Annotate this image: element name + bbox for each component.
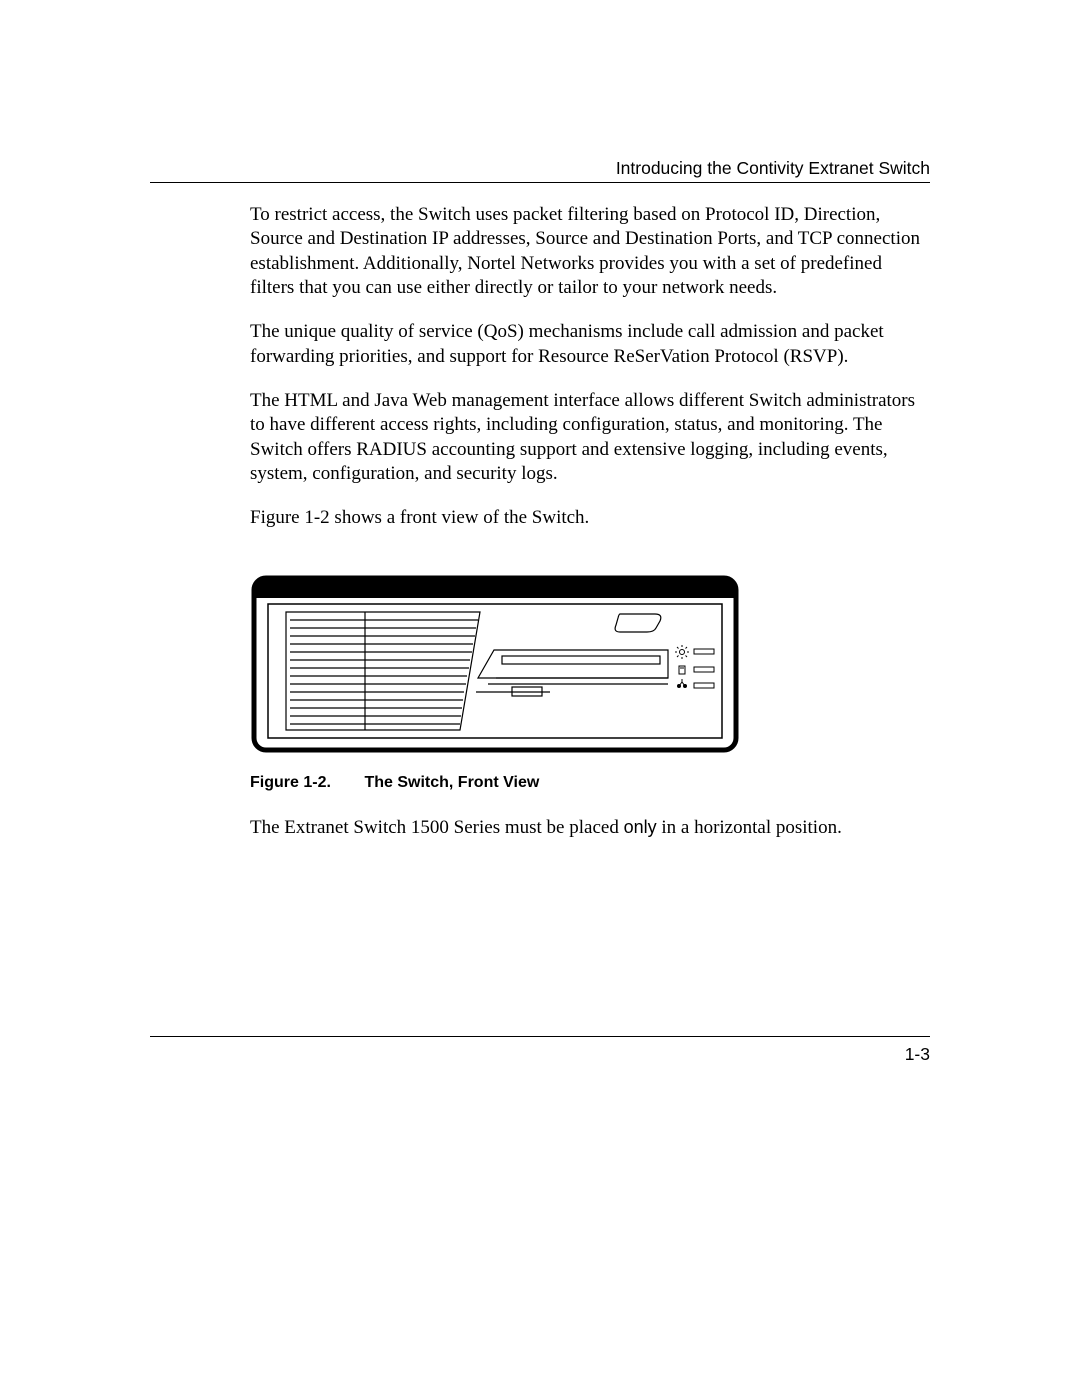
figure-1-2: Figure 1-2. The Switch, Front View	[250, 574, 930, 792]
paragraph-4: Figure 1-2 shows a front view of the Swi…	[250, 506, 930, 530]
figure-caption: Figure 1-2. The Switch, Front View	[250, 774, 930, 792]
header-rule	[150, 182, 930, 183]
p5-only: only	[624, 817, 657, 837]
paragraph-1: To restrict access, the Switch uses pack…	[250, 203, 930, 300]
paragraph-3: The HTML and Java Web management interfa…	[250, 389, 930, 486]
page-number: 1-3	[905, 1044, 930, 1065]
page-container: Introducing the Contivity Extranet Switc…	[0, 0, 1080, 1397]
paragraph-2: The unique quality of service (QoS) mech…	[250, 320, 930, 369]
p5-part-b: in a horizontal position.	[657, 817, 842, 838]
page-header-title: Introducing the Contivity Extranet Switc…	[616, 158, 930, 179]
figure-title: The Switch, Front View	[364, 774, 539, 791]
p5-part-a: The Extranet Switch 1500 Series must be …	[250, 817, 624, 838]
body-content: To restrict access, the Switch uses pack…	[250, 203, 930, 841]
figure-number: Figure 1-2.	[250, 774, 360, 792]
switch-front-view-diagram	[250, 574, 740, 754]
footer-rule	[150, 1036, 930, 1037]
paragraph-5: The Extranet Switch 1500 Series must be …	[250, 816, 930, 840]
